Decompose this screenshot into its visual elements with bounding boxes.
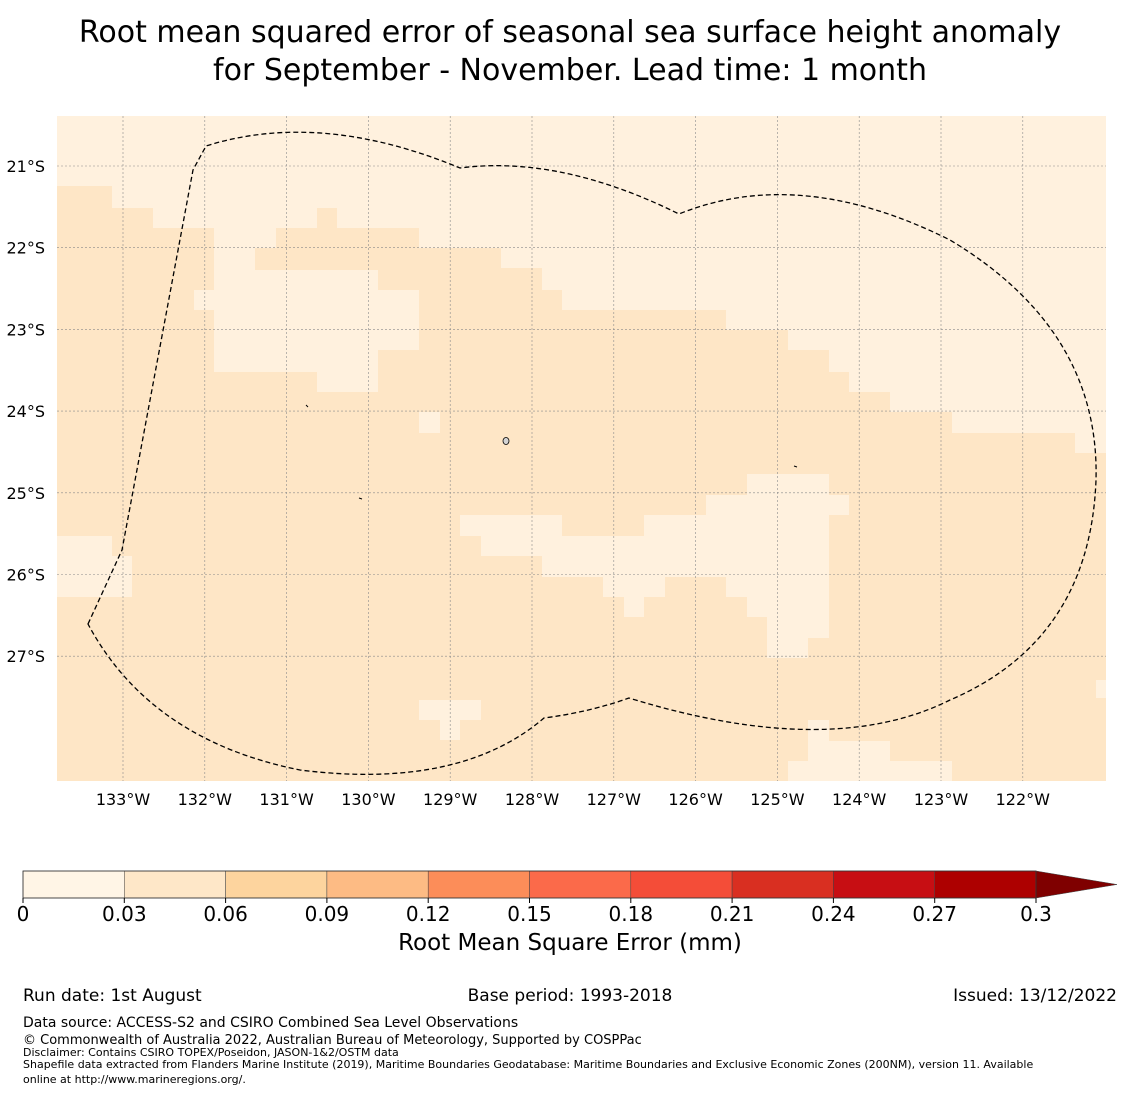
base-period: Base period: 1993-2018 [467,986,673,1006]
colorbar-tick-label: 0.15 [507,902,552,926]
copyright: © Commonwealth of Australia 2022, Austra… [23,1033,642,1048]
colorbar-tick-label: 0.24 [811,902,856,926]
lon-label: 130°W [341,790,396,809]
colorbar-tick-label: 0.21 [710,902,755,926]
colorbar-segment [326,870,429,899]
colorbar-tick-label: 0.03 [102,902,147,926]
lon-label: 126°W [668,790,723,809]
shapefile-credit-line-1: Shapefile data extracted from Flanders M… [23,1058,1034,1071]
colorbar-segment [529,870,632,899]
colorbar-segment [427,870,530,899]
colorbar-ticks: 0 0.03 0.06 0.09 0.12 0.15 0.18 0.21 0.24 0.27 0.3 [17,898,1052,926]
colorbar-tick-label: 0.27 [912,902,957,926]
disclaimer: Disclaimer: Contains CSIRO TOPEX/Poseido… [23,1046,399,1059]
lon-label: 131°W [259,790,314,809]
colorbar-segment [731,870,834,899]
eez-boundary [87,131,1097,775]
map-title: Root mean squared error of seasonal sea … [0,14,1140,90]
colorbar-segment [630,870,733,899]
lon-label: 127°W [587,790,642,809]
colorbar-tick-label: 0.06 [203,902,248,926]
lon-label: 125°W [750,790,805,809]
colorbar-segment [833,870,935,899]
colorbar-segment [934,870,1037,899]
colorbar-segment [22,870,125,899]
lat-label: 23°S [6,320,45,339]
data-source: Data source: ACCESS-S2 and CSIRO Combine… [23,1015,519,1031]
island [358,497,363,500]
island [502,437,510,445]
lon-label: 124°W [832,790,887,809]
colorbar-tick-label: 0 [17,902,30,926]
colorbar-tick-label: 0.12 [406,902,451,926]
map-figure: 21°S22°S23°S24°S25°S26°S27°S 133°W 132°W 1… [6,116,1118,926]
issued-date: Issued: 13/12/2022 [953,986,1117,1006]
rmse-region-mid [57,186,1106,781]
colorbar-extend-arrow [1035,870,1118,899]
graticule [57,116,1106,781]
lon-label: 132°W [178,790,233,809]
colorbar [22,870,1118,899]
lat-label: 24°S [6,402,45,421]
lat-label: 27°S [6,647,45,666]
lon-label: 129°W [423,790,478,809]
colorbar-tick-label: 0.09 [305,902,350,926]
lat-label: 25°S [6,484,45,503]
colorbar-segment [225,870,328,899]
colorbar-segment [124,870,226,899]
shapefile-credit-line-2: online at http://www.marineregions.org/. [23,1073,246,1086]
lon-label: 122°W [996,790,1051,809]
island [793,465,798,468]
island [305,404,309,408]
lon-label: 128°W [505,790,560,809]
lon-label: 123°W [914,790,969,809]
title-line-1: Root mean squared error of seasonal sea … [78,15,1062,50]
lon-label: 133°W [96,790,151,809]
run-date: Run date: 1st August [23,986,202,1006]
title-line-2: for September - November. Lead time: 1 m… [213,53,927,88]
lat-label: 26°S [6,566,45,585]
colorbar-label: Root Mean Square Error (mm) [398,930,742,956]
colorbar-tick-label: 0.3 [1020,902,1052,926]
lat-label: 21°S [6,157,45,176]
latitude-labels: 21°S 22°S 23°S 24°S 25°S 26°S 27°S [6,157,45,666]
lat-label: 22°S [6,239,45,258]
colorbar-tick-label: 0.18 [609,902,654,926]
longitude-labels: 133°W 132°W 131°W 130°W 129°W 128°W 127°W 126°W… [96,790,1050,809]
